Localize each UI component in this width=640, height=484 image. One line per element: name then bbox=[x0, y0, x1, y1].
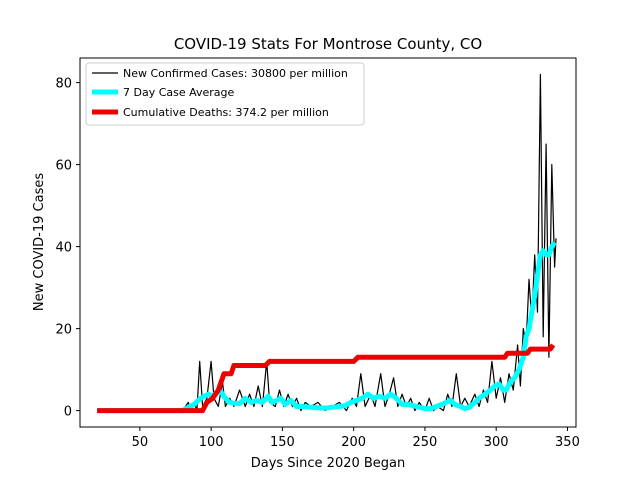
legend: New Confirmed Cases: 30800 per million 7… bbox=[85, 62, 365, 126]
x-axis: 50 100 150 200 250 300 350 bbox=[132, 427, 580, 450]
x-axis-label: Days Since 2020 Began bbox=[251, 456, 406, 471]
x-tick-label: 50 bbox=[132, 435, 149, 450]
legend-label-new-cases: New Confirmed Cases: 30800 per million bbox=[123, 67, 348, 80]
legend-label-deaths: Cumulative Deaths: 374.2 per million bbox=[123, 106, 329, 119]
x-tick-label: 300 bbox=[484, 435, 509, 450]
x-tick-label: 250 bbox=[413, 435, 438, 450]
legend-label-7day: 7 Day Case Average bbox=[123, 86, 235, 99]
series-line-7day-average bbox=[97, 241, 557, 414]
series-line-cumulative-deaths bbox=[97, 343, 556, 414]
x-tick-label: 200 bbox=[341, 435, 366, 450]
x-tick-label: 350 bbox=[555, 435, 580, 450]
x-tick-label: 150 bbox=[270, 435, 295, 450]
y-tick-label: 60 bbox=[55, 159, 72, 174]
y-tick-label: 40 bbox=[55, 241, 72, 256]
plot-frame bbox=[79, 57, 577, 428]
y-tick-label: 80 bbox=[55, 77, 72, 92]
legend-box bbox=[85, 62, 365, 126]
series-layer bbox=[97, 73, 557, 414]
x-tick-label: 100 bbox=[199, 435, 224, 450]
y-tick-label: 20 bbox=[55, 323, 72, 338]
chart-title: COVID-19 Stats For Montrose County, CO bbox=[174, 35, 482, 53]
y-axis-label: New COVID-19 Cases bbox=[32, 173, 47, 311]
y-tick-label: 0 bbox=[64, 405, 72, 420]
y-axis: 0 20 40 60 80 bbox=[55, 77, 80, 420]
